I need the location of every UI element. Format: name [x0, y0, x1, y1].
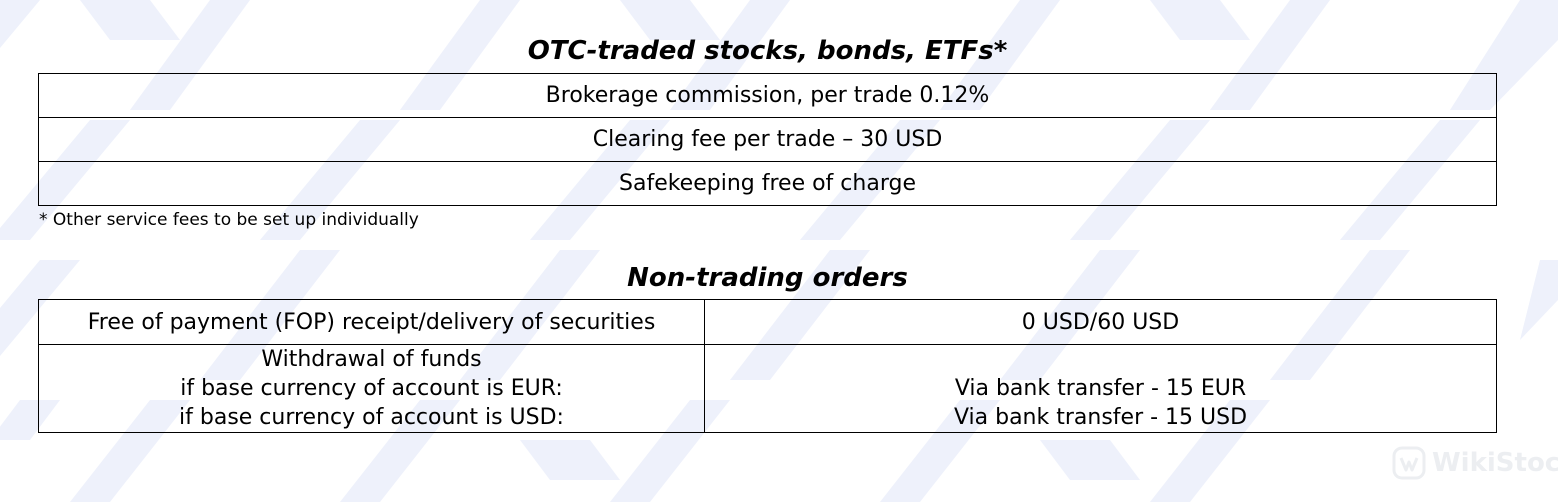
- table-row: Safekeeping free of charge: [38, 161, 1497, 206]
- wikistock-logo-icon: [1392, 446, 1426, 480]
- withdrawal-label-cell: Withdrawal of funds if base currency of …: [38, 344, 705, 433]
- withdrawal-usd-value: Via bank transfer - 15 USD: [953, 405, 1248, 430]
- otc-section-title: OTC-traded stocks, bonds, ETFs*: [527, 36, 1008, 66]
- non-trading-section-title: Non-trading orders: [627, 263, 908, 293]
- withdrawal-label: Withdrawal of funds: [261, 347, 482, 372]
- non-trading-fee-table: Free of payment (FOP) receipt/delivery o…: [38, 299, 1497, 433]
- table-row: Brokerage commission, per trade 0.12%: [38, 73, 1497, 118]
- withdrawal-usd-label: if base currency of account is USD:: [179, 405, 564, 430]
- wikistock-watermark: WikiStock: [1392, 446, 1558, 480]
- otc-fee-table: Brokerage commission, per trade 0.12% Cl…: [38, 73, 1497, 206]
- fop-label-cell: Free of payment (FOP) receipt/delivery o…: [38, 299, 705, 345]
- fop-value: 0 USD/60 USD: [1021, 309, 1180, 335]
- safekeeping-cell: Safekeeping free of charge: [38, 161, 1497, 206]
- table-row: Free of payment (FOP) receipt/delivery o…: [38, 299, 1497, 345]
- table-row: Withdrawal of funds if base currency of …: [38, 344, 1497, 433]
- table-row: Clearing fee per trade – 30 USD: [38, 117, 1497, 162]
- footnote: * Other service fees to be set up indivi…: [39, 210, 419, 230]
- fop-value-cell: 0 USD/60 USD: [704, 299, 1497, 345]
- fop-label: Free of payment (FOP) receipt/delivery o…: [87, 309, 656, 335]
- withdrawal-value-cell: Via bank transfer - 15 EUR Via bank tran…: [704, 344, 1497, 433]
- clearing-fee-cell: Clearing fee per trade – 30 USD: [38, 117, 1497, 162]
- watermark-text: WikiStock: [1432, 448, 1558, 478]
- withdrawal-eur-label: if base currency of account is EUR:: [180, 376, 563, 401]
- brokerage-commission-cell: Brokerage commission, per trade 0.12%: [38, 73, 1497, 118]
- withdrawal-eur-value: Via bank transfer - 15 EUR: [954, 376, 1247, 401]
